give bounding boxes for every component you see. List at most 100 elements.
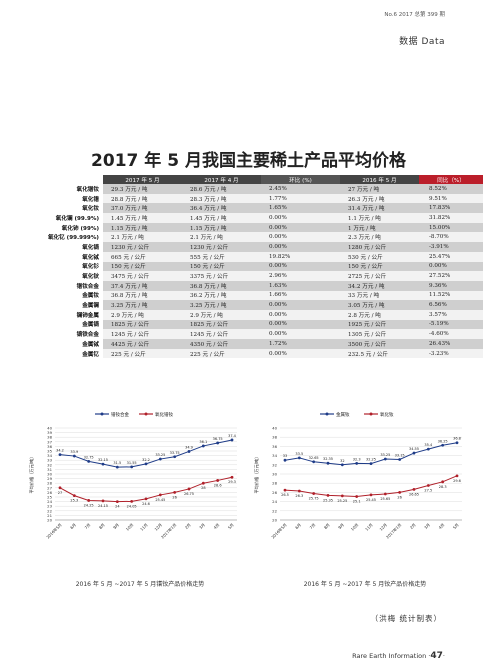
table-row: 氧化镨钕 29.3 万元 / 吨 28.6 万元 / 吨 2.45% 27 万元 / 吨… bbox=[25, 184, 483, 194]
table-cell: 1.77% bbox=[261, 193, 340, 204]
data-point bbox=[441, 480, 445, 484]
data-point bbox=[283, 488, 287, 492]
table-row: 氧化镨 28.8 万元 / 吨 28.3 万元 / 吨 1.77% 26.3 万元 / … bbox=[25, 193, 483, 204]
table-cell: 2.1 万元 / 吨 bbox=[182, 232, 261, 243]
data-point bbox=[326, 493, 330, 497]
x-tick-label: 6月 bbox=[294, 522, 302, 530]
x-tick-label: 2月 bbox=[184, 522, 192, 530]
table-cell: 0.00% bbox=[419, 261, 483, 272]
table-row: 氧化钇 (99.999%) 2.1 万元 / 吨 2.1 万元 / 吨 0.00% 2.… bbox=[25, 232, 483, 243]
table-cell: 1245 元 / 公斤 bbox=[182, 329, 261, 339]
legend-label: 氧化钕 bbox=[380, 411, 394, 418]
table-cell: 150 元 / 公斤 bbox=[182, 261, 261, 272]
table-row: 金属镝 1825 元 / 公斤 1825 元 / 公斤 0.00% 1925 元 / 公… bbox=[25, 319, 483, 330]
data-label: 26.3 bbox=[295, 494, 303, 498]
x-tick-label: 2016年5月 bbox=[45, 522, 63, 540]
table-cell: 2.45% bbox=[261, 184, 340, 194]
table-cell: 2.3 万元 / 吨 bbox=[340, 232, 419, 243]
table-cell: 28.8 万元 / 吨 bbox=[103, 193, 182, 204]
data-label: 25.35 bbox=[323, 498, 333, 502]
table-cell: 0.00% bbox=[261, 348, 340, 359]
x-tick-label: 10月 bbox=[350, 522, 360, 532]
y-tick-label: 35 bbox=[47, 449, 52, 454]
data-label: 32.15 bbox=[98, 458, 108, 462]
product-name-cell: 氧化铽 bbox=[82, 254, 99, 261]
data-label: 31.55 bbox=[127, 461, 137, 465]
data-label: 37.4 bbox=[228, 434, 237, 438]
table-cell: 34.2 万元 / 吨 bbox=[340, 280, 419, 291]
data-label: 32.3 bbox=[353, 457, 361, 461]
table-row: 氧化钐 150 元 / 公斤 150 元 / 公斤 0.00% 150 元 / 公斤 0.… bbox=[25, 261, 483, 272]
y-tick-label: 28 bbox=[272, 481, 277, 486]
y-tick-label: 38 bbox=[47, 435, 52, 440]
table-cell: 2.96% bbox=[261, 271, 340, 281]
chart-legend: 金属钕 氧化钕 bbox=[320, 411, 394, 418]
y-tick-label: 30 bbox=[272, 472, 277, 477]
table-cell: 1.63% bbox=[261, 280, 340, 291]
y-tick-label: 20 bbox=[272, 518, 277, 523]
table-cell: 36.8 万元 / 吨 bbox=[182, 280, 261, 291]
chart-praseodymium-neodymium: 镨钕合金 氧化镨钕 20 21 22 23 24 25 26 27 28 29 30 31 32 33 34 35… bbox=[25, 410, 247, 578]
data-point bbox=[312, 492, 316, 495]
table-cell: 28.3 万元 / 吨 bbox=[182, 193, 261, 204]
table-cell: 1280 元 / 公斤 bbox=[340, 242, 419, 252]
table-cell: 27 万元 / 吨 bbox=[340, 184, 419, 194]
table-cell: 0.00% bbox=[261, 232, 340, 243]
y-tick-label: 22 bbox=[47, 508, 52, 513]
table-cell: 1925 元 / 公斤 bbox=[340, 319, 419, 330]
data-label: 24.6 bbox=[142, 502, 150, 506]
section-label: 数据 Data bbox=[399, 37, 445, 47]
table-cell: 2.9 万元 / 吨 bbox=[182, 309, 261, 320]
table-cell: 26.43% bbox=[419, 339, 483, 349]
data-label: 28.3 bbox=[439, 485, 447, 489]
data-point bbox=[230, 475, 234, 479]
issue-info: No.6 2017 总第 399 期 bbox=[384, 12, 445, 18]
x-tick-label: 10月 bbox=[125, 522, 135, 532]
data-point bbox=[187, 487, 191, 491]
y-tick-label: 21 bbox=[47, 513, 52, 518]
x-tick-label: 2月 bbox=[409, 522, 417, 530]
chart-caption-nd: 2016 年 5 月 ~2017 年 5 月钕产品价格走势 bbox=[303, 581, 427, 588]
table-cell: 31.82% bbox=[419, 213, 483, 223]
product-name-cell: 氧化钬 bbox=[82, 274, 99, 281]
y-tick-label: 32 bbox=[272, 462, 277, 467]
table-cell: 0.00% bbox=[261, 222, 340, 233]
data-label: 25.1 bbox=[353, 500, 361, 504]
legend-marker bbox=[325, 412, 329, 416]
data-label: 33 bbox=[283, 454, 287, 458]
data-point bbox=[101, 499, 105, 503]
product-name-cell: 氧化镝 bbox=[82, 244, 99, 251]
data-label: 34.2 bbox=[56, 449, 64, 453]
x-tick-label: 5月 bbox=[452, 522, 460, 530]
table-cell: 28.6 万元 / 吨 bbox=[182, 184, 261, 194]
data-label: 33.75 bbox=[170, 451, 180, 455]
data-point bbox=[144, 497, 148, 501]
data-point bbox=[312, 460, 316, 464]
y-tick-label: 27 bbox=[47, 485, 52, 490]
data-point bbox=[369, 493, 373, 497]
table-cell: 2725 元 / 公斤 bbox=[340, 271, 419, 281]
y-axis-label: 平均价格（万元/吨） bbox=[28, 454, 35, 493]
x-tick-label: 4月 bbox=[437, 522, 445, 530]
table-cell: 19.82% bbox=[261, 251, 340, 262]
data-point bbox=[340, 463, 344, 467]
legend-marker bbox=[144, 412, 148, 416]
data-label: 32.75 bbox=[84, 455, 94, 459]
product-name-cell: 金属镧 bbox=[82, 303, 99, 310]
data-label: 25.65 bbox=[380, 497, 390, 501]
y-tick-label: 22 bbox=[272, 508, 277, 513]
data-point bbox=[72, 494, 76, 498]
legend-marker bbox=[100, 412, 104, 416]
data-label: 26.75 bbox=[184, 492, 194, 496]
data-label: 28.6 bbox=[214, 483, 222, 487]
table-cell: 0.00% bbox=[261, 300, 340, 310]
data-point bbox=[144, 462, 148, 466]
legend-marker bbox=[369, 412, 373, 416]
table-row: 金属镧 3.25 万元 / 吨 3.25 万元 / 吨 0.00% 3.05 万元 / … bbox=[25, 300, 483, 310]
table-cell: 11.52% bbox=[419, 290, 483, 301]
data-point bbox=[340, 494, 344, 498]
column-header-3: 环比 (%) bbox=[261, 175, 340, 184]
data-label: 26 bbox=[172, 495, 176, 499]
data-point bbox=[398, 458, 402, 461]
